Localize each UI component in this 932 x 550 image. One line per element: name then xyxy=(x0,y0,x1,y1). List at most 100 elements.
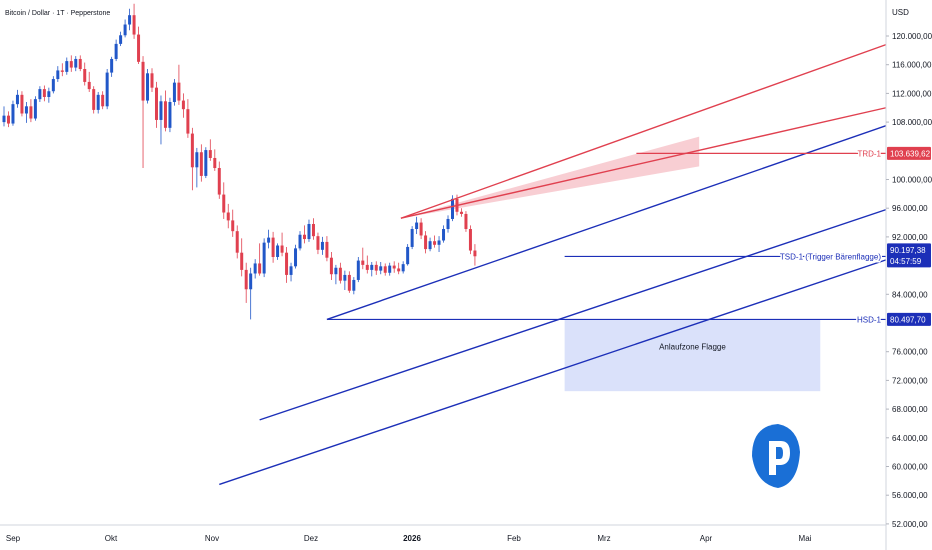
y-tick-label: 64.000,00 xyxy=(892,434,928,443)
candle-body xyxy=(42,89,46,97)
candle-body xyxy=(347,274,351,291)
candle-body xyxy=(65,61,69,72)
candle-body xyxy=(249,273,253,290)
lower-support-channel-line xyxy=(219,259,887,486)
blue-landing-zone xyxy=(564,319,821,392)
candle-body xyxy=(374,264,378,271)
candle-body xyxy=(128,15,132,25)
candle-body xyxy=(379,266,383,271)
x-tick-label: Mai xyxy=(799,534,812,543)
candle-body xyxy=(459,211,463,214)
y-tick-label: 60.000,00 xyxy=(892,463,928,472)
x-tick-label: Apr xyxy=(700,534,713,543)
candle-body xyxy=(406,246,410,265)
trd-1-label: TRD-1 xyxy=(857,149,881,158)
current-price-text: 90.197,38 xyxy=(890,246,926,255)
candle-body xyxy=(433,241,437,245)
zones-layer: Anlaufzone Flagge xyxy=(400,136,821,392)
candle-body xyxy=(186,109,190,134)
candle-body xyxy=(383,266,387,273)
candle-body xyxy=(226,212,230,221)
candle-body xyxy=(258,263,262,274)
candle-body xyxy=(276,245,280,257)
candle-body xyxy=(401,264,405,272)
upper-resistance-line xyxy=(400,43,887,219)
candle-body xyxy=(177,82,181,101)
candle-body xyxy=(231,220,235,232)
candle-body xyxy=(137,34,141,62)
x-tick-label: Okt xyxy=(105,534,118,543)
x-tick-label: Sep xyxy=(6,534,21,543)
x-tick-label: Dez xyxy=(304,534,318,543)
tsd-1-label: TSD-1 (Trigger Bärenflagge) xyxy=(780,252,881,261)
candle-body xyxy=(119,35,123,44)
candle-body xyxy=(105,72,109,107)
y-tick-label: 52.000,00 xyxy=(892,520,928,529)
candle-body xyxy=(388,265,392,273)
price-axis[interactable]: 120.000,00 116.000,00 112.000,00 108.000,00… xyxy=(886,32,932,529)
countdown-text: 04:57:59 xyxy=(890,257,922,266)
zone-label: Anlaufzone Flagge xyxy=(659,342,726,351)
price-tags: 103.639,6289.278,1680.497,7090.197,3804:… xyxy=(887,146,931,326)
candle-body xyxy=(262,242,266,274)
y-tick-label: 84.000,00 xyxy=(892,290,928,299)
candle-body xyxy=(78,58,82,70)
x-tick-label: Nov xyxy=(205,534,219,543)
lower-resistance-line xyxy=(400,107,887,219)
y-tick-label: 72.000,00 xyxy=(892,376,928,385)
y-tick-label: 92.000,00 xyxy=(892,233,928,242)
candle-body xyxy=(172,82,176,103)
candle-body xyxy=(437,240,441,245)
candle-body xyxy=(253,263,257,274)
candle-body xyxy=(190,133,194,168)
candle-body xyxy=(150,73,154,88)
candle-body xyxy=(2,115,6,123)
candle-body xyxy=(285,252,289,275)
y-tick-label: 116.000,00 xyxy=(892,61,932,70)
candle-body xyxy=(15,94,19,105)
trd-1-price-tag xyxy=(887,146,931,160)
y-tick-label: 120.000,00 xyxy=(892,32,932,41)
candle-body xyxy=(114,43,118,59)
candle-body xyxy=(154,87,158,120)
candle-body xyxy=(101,94,105,107)
candle-body xyxy=(307,223,311,240)
candle-body xyxy=(392,265,396,269)
candle-body xyxy=(235,231,239,253)
candle-body xyxy=(464,213,468,230)
x-tick-label: Feb xyxy=(507,534,521,543)
candle-body xyxy=(213,157,217,169)
candle-body xyxy=(473,250,477,257)
candle-body xyxy=(370,264,374,270)
y-tick-label: 68.000,00 xyxy=(892,405,928,414)
candle-body xyxy=(146,73,150,101)
candle-body xyxy=(311,223,315,237)
candle-body xyxy=(168,102,172,128)
candle-body xyxy=(334,267,338,275)
candle-body xyxy=(361,260,365,265)
pepperstone-logo-icon xyxy=(752,424,800,488)
candle-body xyxy=(446,218,450,230)
symbol-title: Bitcoin / Dollar · 1T · Pepperstone xyxy=(5,10,110,17)
lines-layer xyxy=(219,43,887,486)
hsd-1-price-text: 80.497,70 xyxy=(890,315,926,324)
candle-body xyxy=(419,222,423,236)
candle-body xyxy=(343,274,347,281)
trd-1-price-text: 103.639,62 xyxy=(890,149,931,158)
y-tick-label: 76.000,00 xyxy=(892,348,928,357)
candle-body xyxy=(208,150,212,158)
candle-body xyxy=(56,70,60,80)
y-tick-label: 56.000,00 xyxy=(892,491,928,500)
y-tick-label: 96.000,00 xyxy=(892,204,928,213)
time-axis[interactable]: Sep Okt Nov Dez 2026 Feb Mrz Apr Mai xyxy=(6,534,812,543)
candle-body xyxy=(240,252,244,270)
hsd-1-label: HSD-1 xyxy=(857,315,882,324)
candles-layer xyxy=(2,3,477,320)
candle-body xyxy=(267,237,271,243)
y-tick-label: 108.000,00 xyxy=(892,118,932,127)
candle-body xyxy=(442,229,446,241)
candle-body xyxy=(51,79,55,92)
candle-body xyxy=(33,99,37,119)
